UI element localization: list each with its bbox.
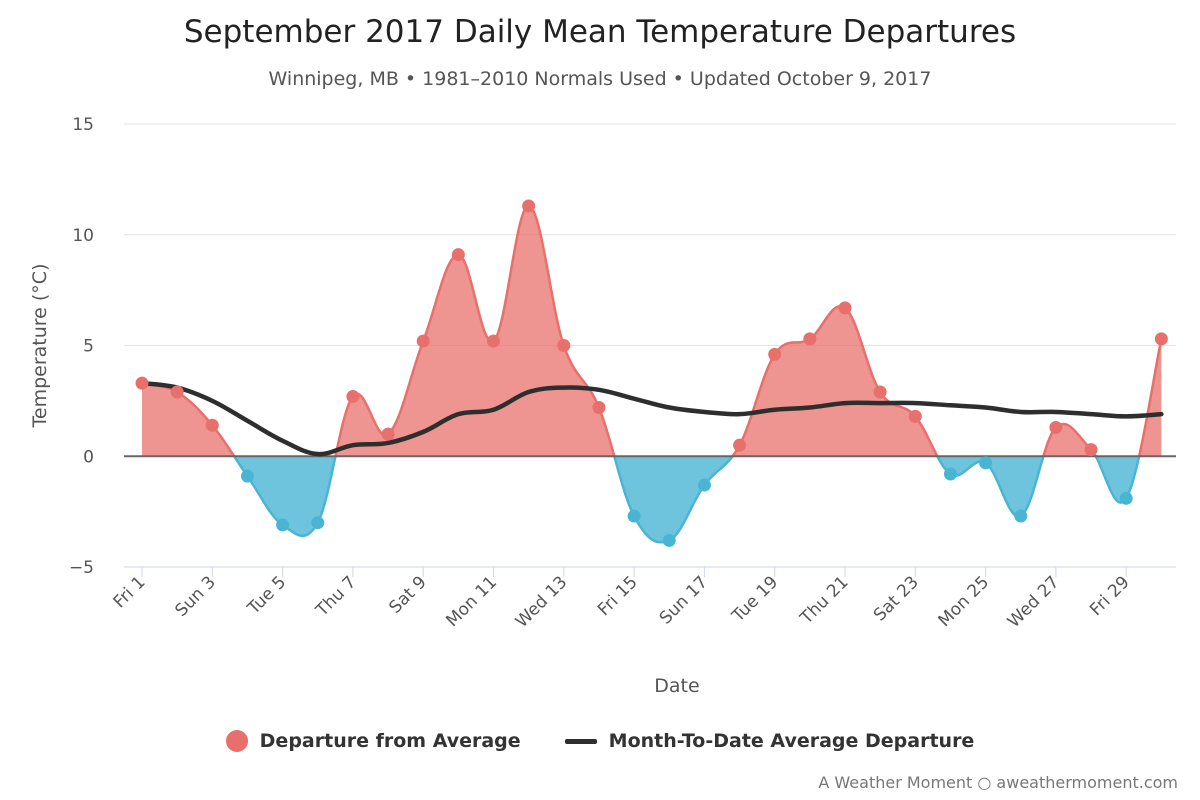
departure-point <box>943 467 957 481</box>
y-tick-label: 0 <box>83 447 94 467</box>
chart-legend: Departure from Average Month-To-Date Ave… <box>0 730 1200 752</box>
departure-point <box>838 301 852 315</box>
x-tick-label: Tue 19 <box>728 572 783 627</box>
departure-area-negative <box>142 456 1162 543</box>
departure-point <box>768 347 782 361</box>
departure-point <box>346 389 360 403</box>
departure-point <box>627 509 641 523</box>
x-tick-label: Fri 29 <box>1086 572 1134 620</box>
chart-title: September 2017 Daily Mean Temperature De… <box>183 14 1017 50</box>
x-tick-label: Sun 17 <box>656 572 712 628</box>
x-axis-title: Date <box>654 675 699 697</box>
legend-label-mtd: Month-To-Date Average Departure <box>608 730 975 752</box>
legend-label-departure: Departure from Average <box>259 730 521 752</box>
departure-point <box>1049 420 1063 434</box>
departure-point <box>1154 332 1168 346</box>
departure-point <box>1014 509 1028 523</box>
departure-point <box>557 339 571 352</box>
x-tick-label: Fri 1 <box>110 572 150 612</box>
x-tick-label: Tue 5 <box>243 572 290 619</box>
x-tick-label: Fri 15 <box>594 572 642 620</box>
credit-text[interactable]: A Weather Moment ○ aweathermoment.com <box>818 773 1178 792</box>
departure-point <box>803 332 817 346</box>
x-tick-label: Thu 7 <box>312 572 361 621</box>
departure-point <box>276 518 290 532</box>
x-tick-label: Wed 27 <box>1004 572 1063 631</box>
departure-point <box>697 478 711 492</box>
x-tick-label: Sat 23 <box>870 572 923 625</box>
y-tick-label: 10 <box>72 226 94 246</box>
departure-point <box>311 516 325 530</box>
x-tick-label: Mon 11 <box>442 572 501 631</box>
departure-point <box>979 456 993 470</box>
chart-subtitle: Winnipeg, MB • 1981–2010 Normals Used • … <box>268 68 932 90</box>
departure-point <box>733 438 747 452</box>
legend-item-departure[interactable]: Departure from Average <box>225 730 521 752</box>
departure-point <box>873 385 887 399</box>
x-tick-label: Thu 21 <box>796 572 853 629</box>
legend-marker-departure <box>225 730 248 752</box>
legend-marker-mtd <box>564 738 597 744</box>
departure-point <box>1119 491 1133 505</box>
x-tick-label: Sun 3 <box>171 572 219 620</box>
departure-point <box>205 418 219 432</box>
x-tick-label: Sat 9 <box>385 572 430 617</box>
y-axis-title: Temperature (°C) <box>29 264 51 429</box>
departure-point <box>487 334 500 348</box>
legend-item-mtd[interactable]: Month-To-Date Average Departure <box>564 730 975 752</box>
departure-point <box>170 385 184 399</box>
departure-point <box>1084 443 1098 457</box>
departure-point <box>908 409 922 423</box>
mtd-average-line <box>139 380 1164 457</box>
y-tick-label: 15 <box>72 115 94 135</box>
x-tick-label: Wed 13 <box>512 572 571 631</box>
y-tick-label: −5 <box>69 558 94 578</box>
departure-point <box>240 469 254 483</box>
departure-point <box>662 533 676 547</box>
departure-point <box>522 199 536 213</box>
x-tick-label: Mon 25 <box>935 572 994 631</box>
departure-point <box>135 376 149 390</box>
departure-point <box>416 334 430 348</box>
departure-point <box>451 248 465 262</box>
departure-point <box>381 427 395 441</box>
departure-point <box>592 401 606 415</box>
y-tick-label: 5 <box>83 337 94 357</box>
